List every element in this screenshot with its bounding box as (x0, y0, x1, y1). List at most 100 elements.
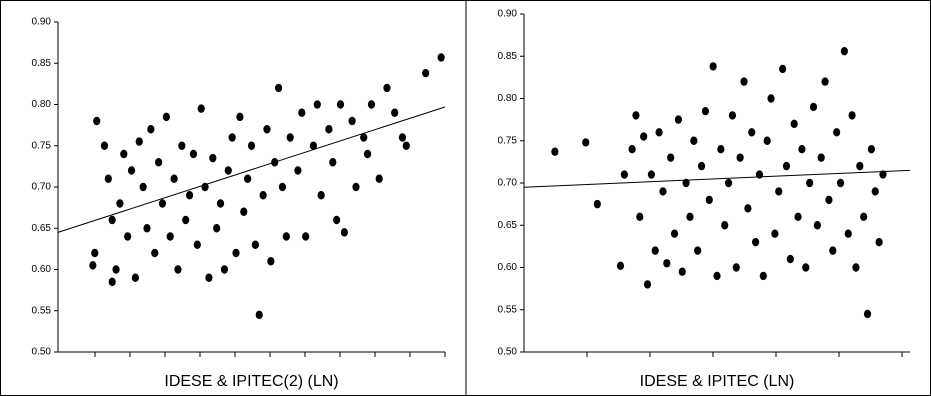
point (236, 112, 244, 122)
point (844, 229, 852, 238)
point (821, 77, 829, 86)
point (104, 174, 112, 183)
point (185, 191, 194, 200)
y-tick-label: 0.85 (32, 58, 52, 69)
point (786, 254, 794, 264)
point (182, 215, 190, 225)
point (244, 174, 252, 183)
point (274, 83, 283, 93)
point (701, 106, 710, 116)
point (833, 128, 841, 137)
x-axis-label: IDESE & IPITEC (LN) (640, 373, 795, 390)
point (863, 309, 872, 319)
point (798, 145, 806, 154)
trendline (523, 169, 911, 188)
point (794, 212, 802, 221)
point (124, 232, 132, 241)
point (112, 265, 120, 274)
point (340, 228, 348, 237)
point (616, 261, 625, 271)
point (856, 161, 864, 171)
point (391, 108, 399, 117)
point (329, 158, 337, 167)
point (271, 158, 279, 167)
point (282, 232, 290, 241)
point (694, 246, 702, 255)
point (139, 182, 147, 192)
y-tick-label: 0.65 (498, 220, 518, 231)
point (636, 212, 644, 221)
point (155, 158, 163, 167)
point (131, 273, 139, 282)
point (775, 187, 783, 196)
point (771, 229, 779, 238)
point (135, 137, 143, 146)
point (825, 195, 833, 205)
point (294, 166, 302, 175)
point (89, 261, 97, 270)
point (593, 199, 601, 209)
point (848, 111, 856, 120)
trendline (57, 106, 446, 233)
y-tick-label: 0.50 (498, 347, 518, 358)
point (721, 221, 729, 230)
point (748, 128, 756, 137)
point (767, 94, 775, 103)
point (875, 237, 883, 247)
point (313, 100, 321, 109)
y-tick-label: 0.70 (498, 178, 518, 189)
point (651, 246, 659, 255)
point (205, 273, 213, 282)
point (93, 116, 101, 126)
point (213, 224, 221, 233)
point (728, 111, 737, 120)
point (317, 191, 325, 200)
point (724, 178, 733, 188)
point (333, 215, 341, 225)
point (255, 310, 263, 320)
y-tick-label: 0.75 (32, 140, 52, 151)
y-tick-label: 0.65 (32, 223, 52, 234)
point (620, 170, 628, 179)
point (193, 240, 201, 249)
point (91, 248, 99, 258)
y-tick-label: 0.50 (32, 347, 52, 358)
point (100, 141, 109, 150)
y-tick-label: 0.90 (32, 17, 52, 28)
point (267, 257, 275, 266)
point (817, 153, 825, 162)
point (232, 248, 240, 258)
point (197, 104, 205, 113)
point (763, 136, 771, 145)
point (367, 100, 376, 109)
point (383, 83, 391, 93)
point (364, 149, 372, 159)
point (686, 212, 694, 221)
point (398, 133, 407, 142)
point (170, 174, 178, 183)
point (201, 182, 209, 192)
point (736, 153, 744, 162)
point (717, 145, 725, 154)
y-tick-label: 0.80 (32, 99, 52, 110)
point (655, 128, 663, 137)
point (325, 125, 333, 134)
point (582, 138, 590, 147)
point (178, 141, 186, 150)
point (740, 77, 748, 86)
point (732, 263, 740, 272)
point (302, 232, 310, 241)
point (298, 108, 306, 117)
point (216, 199, 225, 208)
point (643, 280, 652, 289)
point (713, 271, 721, 281)
point (143, 224, 151, 233)
y-tick-label: 0.90 (498, 9, 518, 20)
point (348, 116, 356, 126)
point (147, 125, 155, 134)
point (402, 141, 410, 150)
y-tick-label: 0.75 (498, 135, 518, 146)
point (802, 263, 810, 272)
point (240, 207, 248, 216)
y-tick-label: 0.60 (498, 262, 518, 273)
